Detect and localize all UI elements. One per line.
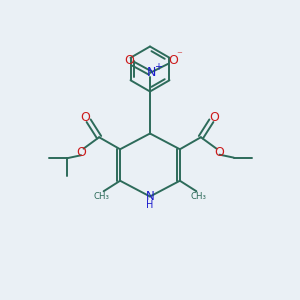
Text: H: H bbox=[146, 200, 154, 211]
Text: CH₃: CH₃ bbox=[93, 192, 109, 201]
Text: O: O bbox=[76, 146, 86, 159]
Text: N: N bbox=[146, 190, 154, 203]
Text: O: O bbox=[169, 54, 178, 67]
Text: +: + bbox=[154, 62, 162, 72]
Text: O: O bbox=[209, 111, 219, 124]
Text: O: O bbox=[124, 54, 134, 67]
Text: N: N bbox=[147, 66, 156, 80]
Text: CH₃: CH₃ bbox=[191, 192, 207, 201]
Text: ⁻: ⁻ bbox=[176, 50, 182, 61]
Text: O: O bbox=[81, 111, 91, 124]
Text: O: O bbox=[214, 146, 224, 159]
